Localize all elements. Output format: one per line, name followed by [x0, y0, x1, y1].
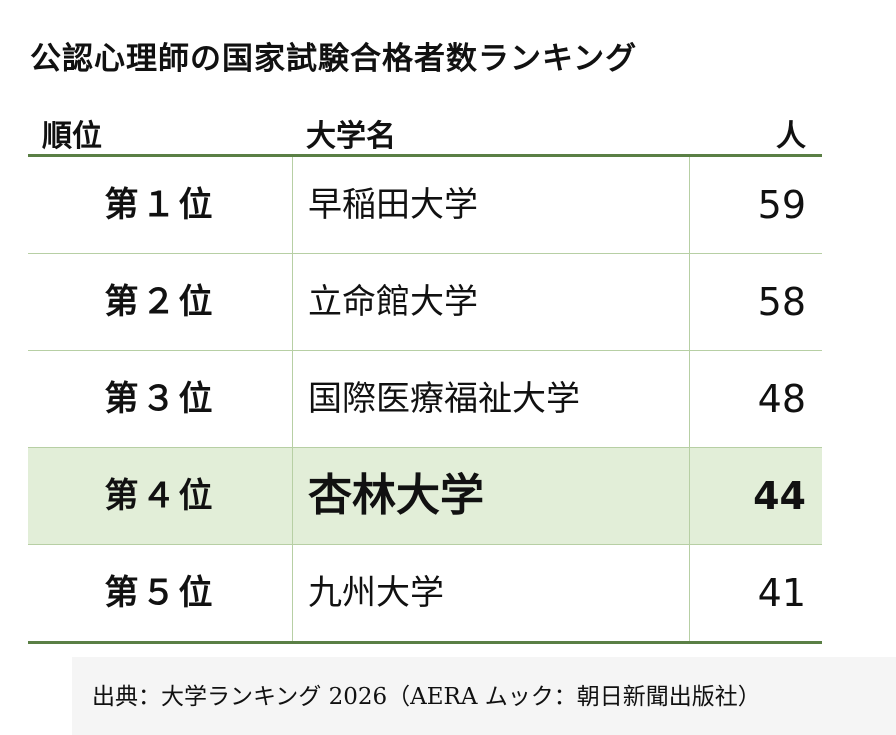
count-cell: 41	[757, 571, 806, 615]
header-count: 人	[776, 119, 806, 154]
column-divider	[689, 157, 690, 253]
university-cell: 九州大学	[308, 573, 444, 613]
count-cell: 44	[753, 474, 806, 518]
table-row: 第２位 立命館大学 58	[28, 254, 822, 351]
table-row: 第１位 早稲田大学 59	[28, 157, 822, 254]
table-row: 第３位 国際医療福祉大学 48	[28, 351, 822, 448]
rank-cell: 第４位	[104, 476, 216, 516]
column-divider	[689, 448, 690, 544]
table-body: 第１位 早稲田大学 59 第２位 立命館大学 58 第３位 国際医療福祉大学 4…	[28, 157, 822, 644]
column-divider	[292, 351, 293, 447]
university-cell: 国際医療福祉大学	[308, 379, 580, 419]
source-text: 出典：大学ランキング 2026（AERA ムック：朝日新聞出版社）	[92, 684, 761, 710]
count-cell: 58	[757, 280, 806, 324]
ranking-title: 公認心理師の国家試験合格者数ランキング	[30, 41, 638, 77]
rank-cell: 第１位	[104, 185, 216, 225]
source-note: 出典：大学ランキング 2026（AERA ムック：朝日新聞出版社）	[72, 657, 896, 735]
count-cell: 59	[757, 183, 806, 227]
column-divider	[292, 157, 293, 253]
column-divider	[689, 254, 690, 350]
column-divider	[689, 351, 690, 447]
rank-cell: 第３位	[104, 379, 216, 419]
column-divider	[292, 448, 293, 544]
table-row-highlighted: 第４位 杏林大学 44	[28, 448, 822, 545]
count-cell: 48	[757, 377, 806, 421]
column-divider	[292, 545, 293, 641]
university-cell: 杏林大学	[308, 470, 484, 521]
rank-cell: 第５位	[104, 573, 216, 613]
header-university: 大学名	[306, 119, 396, 154]
ranking-table: 順位 大学名 人 第１位 早稲田大学 59 第２位 立命館大学 58 第３位 国…	[28, 103, 822, 644]
table-row: 第５位 九州大学 41	[28, 545, 822, 644]
table-header: 順位 大学名 人	[28, 103, 822, 157]
rank-cell: 第２位	[104, 282, 216, 322]
column-divider	[292, 254, 293, 350]
header-rank: 順位	[42, 119, 102, 154]
university-cell: 早稲田大学	[308, 185, 478, 225]
university-cell: 立命館大学	[308, 282, 478, 322]
column-divider	[689, 545, 690, 641]
